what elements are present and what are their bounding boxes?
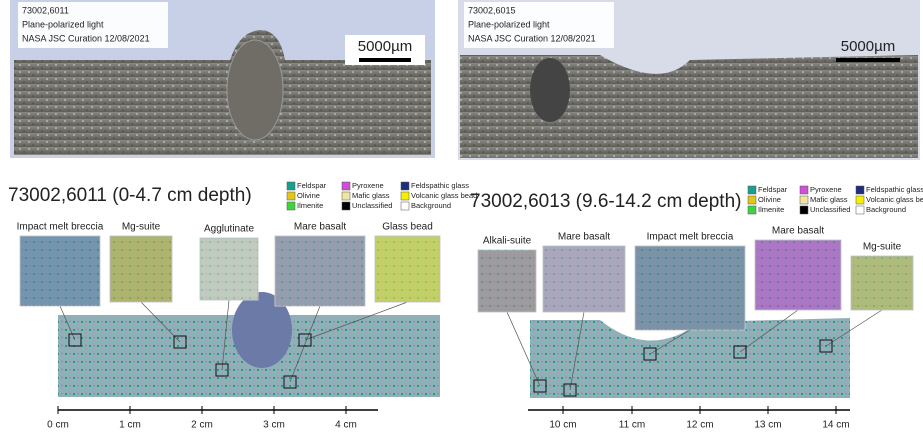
legend-label: Volcanic glass bead	[866, 195, 923, 204]
legend-swatch	[748, 186, 756, 194]
inset-label: Alkali-suite	[483, 236, 532, 247]
inset-texture	[543, 246, 625, 312]
inset-label: Mare basalt	[294, 222, 346, 233]
scale-tick-label: 0 cm	[47, 420, 69, 431]
inset-texture	[110, 236, 172, 302]
inset-texture	[275, 236, 365, 306]
photo-clast	[227, 40, 283, 140]
scale-label: 5000µm	[358, 38, 413, 55]
legend-swatch	[856, 186, 864, 194]
scale-tick-label: 2 cm	[191, 420, 213, 431]
inset-texture	[478, 250, 536, 312]
legend-swatch	[748, 196, 756, 204]
scale-tick-label: 4 cm	[335, 420, 357, 431]
scale-tick-label: 1 cm	[119, 420, 141, 431]
scale-tick-label: 3 cm	[263, 420, 285, 431]
inset-texture	[635, 246, 745, 330]
scale-tick-label: 12 cm	[686, 420, 713, 431]
legend-swatch	[856, 196, 864, 204]
legend-label: Ilmenite	[758, 205, 784, 214]
caption-line: Plane-polarized light	[468, 19, 550, 29]
legend-label: Feldspathic glass	[866, 185, 923, 194]
legend-swatch	[342, 202, 350, 210]
inset-label: Impact melt breccia	[647, 232, 734, 243]
legend-swatch	[401, 182, 409, 190]
scale-tick-label: 10 cm	[549, 420, 576, 431]
legend-swatch	[287, 192, 295, 200]
legend-swatch	[287, 182, 295, 190]
legend-label: Mafic glass	[352, 191, 390, 200]
inset-texture	[375, 236, 440, 302]
inset-label: Mare basalt	[772, 226, 824, 237]
caption-line: 73002,6011	[22, 5, 69, 15]
inset-label: Mg-suite	[122, 222, 161, 233]
legend-label: Unclassified	[352, 201, 392, 210]
legend-label: Mafic glass	[810, 195, 848, 204]
legend-swatch	[287, 202, 295, 210]
caption-line: 73002,6015	[468, 5, 516, 15]
scale-label: 5000µm	[841, 38, 896, 55]
legend-swatch	[856, 206, 864, 214]
legend-label: Unclassified	[810, 205, 850, 214]
legend-swatch	[748, 206, 756, 214]
caption-line: NASA JSC Curation 12/08/2021	[468, 33, 596, 43]
legend-label: Background	[866, 205, 906, 214]
inset-label: Mare basalt	[558, 232, 610, 243]
inset-label: Agglutinate	[204, 224, 254, 235]
legend-label: Feldspathic glass	[411, 181, 469, 190]
caption-line: NASA JSC Curation 12/08/2021	[22, 33, 150, 43]
legend-swatch	[401, 192, 409, 200]
inset-label: Glass bead	[382, 222, 433, 233]
caption-line: Plane-polarized light	[22, 19, 104, 29]
photo-sample	[460, 55, 918, 158]
legend-swatch	[800, 196, 808, 204]
inset-texture	[755, 240, 841, 310]
legend-label: Feldspar	[758, 185, 788, 194]
scale-tick-label: 11 cm	[619, 420, 646, 431]
legend-label: Pyroxene	[352, 181, 384, 190]
map-title: 73002,6011 (0-4.7 cm depth)	[8, 185, 252, 206]
legend-swatch	[800, 206, 808, 214]
legend-swatch	[342, 192, 350, 200]
legend-label: Background	[411, 201, 451, 210]
scale-tick-label: 14 cm	[822, 420, 849, 431]
legend-label: Feldspar	[297, 181, 327, 190]
map-title: 73002,6013 (9.6-14.2 cm depth)	[470, 191, 741, 212]
legend-label: Ilmenite	[297, 201, 323, 210]
legend-label: Volcanic glass bead	[411, 191, 477, 200]
scale-tick-label: 13 cm	[754, 420, 781, 431]
inset-label: Mg-suite	[863, 242, 902, 253]
inset-texture	[200, 238, 258, 300]
inset-label: Impact melt breccia	[17, 222, 104, 233]
legend-swatch	[401, 202, 409, 210]
legend-label: Olivine	[758, 195, 781, 204]
inset-texture	[20, 236, 100, 306]
legend-label: Olivine	[297, 191, 320, 200]
figure: 73002,6011 Plane-polarized light NASA JSC …	[0, 0, 923, 432]
legend-swatch	[342, 182, 350, 190]
legend-swatch	[800, 186, 808, 194]
legend-label: Pyroxene	[810, 185, 842, 194]
photo-clast	[530, 58, 570, 122]
inset-texture	[851, 256, 913, 310]
